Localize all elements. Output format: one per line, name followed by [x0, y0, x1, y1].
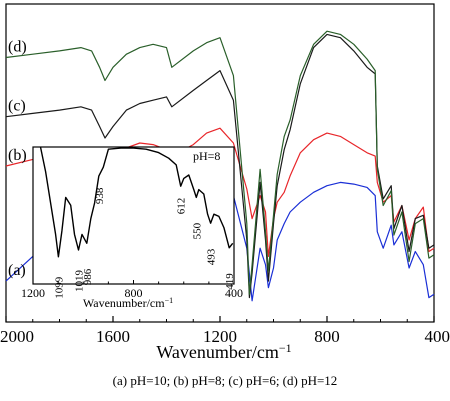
inset-peak-label: 1099 — [53, 276, 65, 299]
inset-peak-label: 986 — [82, 268, 94, 285]
inset-series-line — [39, 146, 234, 258]
main-x-tick-label: 1200 — [203, 327, 237, 346]
series-line-c — [5, 33, 435, 299]
inset-x-ticks: 1200 800 400 — [21, 280, 243, 300]
main-x-tick-label: 2000 — [0, 327, 34, 346]
main-x-tick-label: 400 — [425, 327, 450, 346]
curve-label-c: (c) — [8, 98, 26, 115]
curve-label-b: (b) — [8, 147, 27, 164]
inset-peak-label: 419 — [224, 273, 236, 290]
main-x-tick-label: 800 — [314, 327, 340, 346]
inset-x-tick-label: 1200 — [21, 286, 45, 300]
main-x-axis-label: Wavenumber/cm−1 — [156, 341, 291, 362]
series-line-d — [5, 30, 435, 295]
main-series-group — [5, 30, 435, 302]
inset-peak-label: 938 — [94, 187, 106, 204]
curve-labels: (d) (c) (b) (a) — [8, 39, 27, 280]
curve-label-d: (d) — [8, 39, 27, 56]
inset-x-tick-label: 800 — [125, 286, 143, 300]
inset-x-axis-label: Wavenumber/cm−1 — [83, 296, 173, 310]
inset-peak-label: 493 — [206, 248, 218, 265]
inset-peak-label: 612 — [176, 198, 188, 215]
figure-caption: (a) pH=10; (b) pH=8; (c) pH=6; (d) pH=12 — [112, 373, 338, 388]
inset-frame — [32, 146, 235, 285]
curve-label-a: (a) — [8, 262, 26, 279]
main-x-tick-label: 1600 — [96, 327, 130, 346]
inset-annotation: pH=8 — [193, 149, 220, 163]
inset-x-tick-label: 400 — [225, 286, 243, 300]
inset-peak-label: 1019 — [74, 270, 86, 293]
main-x-ticks: 2000 1600 1200 800 400 — [0, 316, 450, 346]
inset-peak-label: 550 — [191, 222, 203, 239]
inset-series-group — [39, 146, 234, 258]
